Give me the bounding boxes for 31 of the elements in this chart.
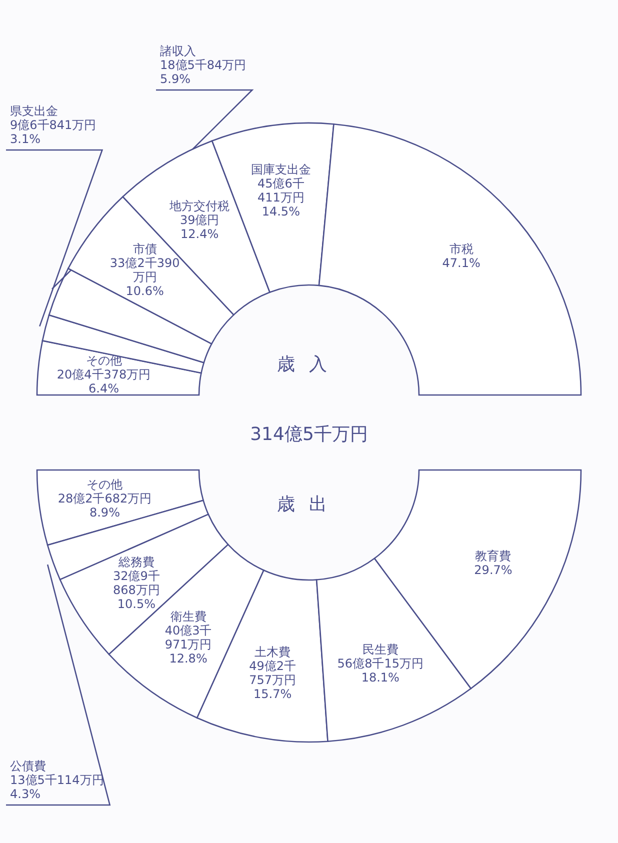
slice-label: 国庫支出金 (250, 162, 311, 177)
slice-label: 教育費 (475, 548, 512, 563)
slice-label: その他 (86, 478, 123, 492)
data-label: 33億2千390 万円 10.6% (110, 256, 180, 298)
data-label: 18億5千84万円 5.9% (160, 58, 246, 86)
data-label: 40億3千 971万円 12.8% (164, 623, 212, 666)
slice-label: 民生費 (362, 642, 398, 657)
slice-label: 総務費 (117, 554, 154, 569)
data-label: 45億6千 411万円 14.5% (257, 176, 304, 219)
slice-label: 諸収入 (160, 44, 196, 58)
slice-label: 土木費 (254, 645, 291, 660)
data-label: 20億4千378万円 6.4% (56, 367, 151, 396)
slice-label: 市税 (449, 242, 474, 256)
slice-label: 地方交付税 (168, 199, 230, 214)
slice-label: その他 (86, 353, 122, 368)
data-label: 39億円 12.4% (180, 213, 220, 242)
data-label: 9億6千841万円 3.1% (10, 118, 96, 146)
slice-label: 市債 (132, 242, 157, 256)
slice-label: 公債費 (10, 759, 46, 773)
data-label: 32億9千 868万円 10.5% (112, 568, 160, 611)
slice-label: 県支出金 (10, 104, 58, 118)
data-label: 29.7% (474, 562, 512, 577)
data-label: 28億2千682万円 8.9% (58, 492, 152, 520)
data-label: 13億5千114万円 4.3% (10, 773, 104, 801)
data-label: 47.1% (442, 256, 480, 270)
text: 歳出 (277, 494, 341, 515)
text: 314億5千万円 (250, 424, 368, 445)
text: 歳入 (277, 354, 341, 375)
slice-label: 衛生費 (170, 609, 206, 624)
data-label: 49億2千 757万円 15.7% (249, 659, 296, 702)
data-label: 56億8千15万円 18.1% (337, 656, 424, 685)
